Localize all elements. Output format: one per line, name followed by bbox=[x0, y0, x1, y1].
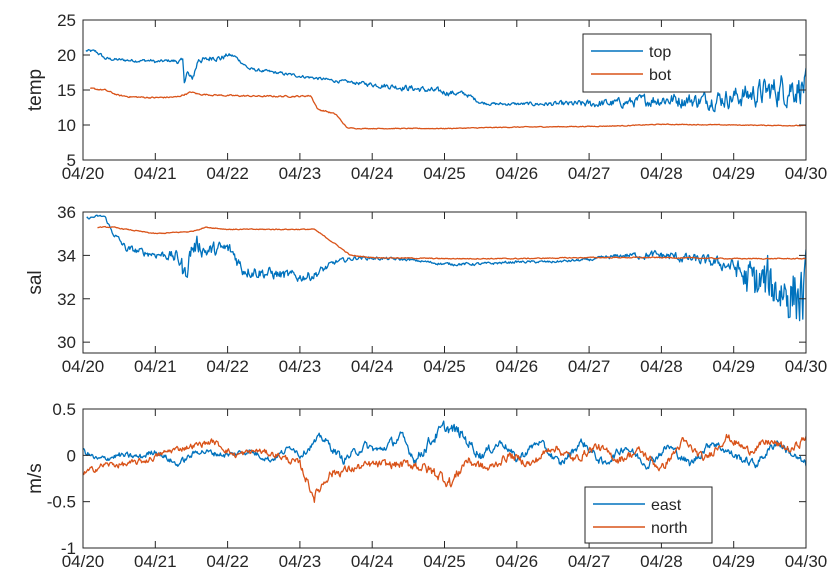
x-tick-label: 04/29 bbox=[712, 552, 755, 571]
y-tick-label: 30 bbox=[57, 333, 76, 352]
series-line-top bbox=[85, 48, 806, 113]
x-tick-label: 04/26 bbox=[496, 357, 539, 376]
legend: east north bbox=[584, 486, 713, 544]
legend-label-east: east bbox=[651, 497, 682, 514]
x-tick-label: 04/30 bbox=[785, 164, 828, 183]
y-tick-label: 0.5 bbox=[52, 400, 76, 419]
legend-label-bot: bot bbox=[649, 67, 672, 84]
x-tick-label: 04/22 bbox=[206, 357, 249, 376]
x-tick-label: 04/26 bbox=[496, 552, 539, 571]
series-line-north bbox=[83, 433, 806, 503]
x-tick-label: 04/27 bbox=[568, 552, 611, 571]
y-axis-label: m/s bbox=[25, 463, 46, 494]
legend-box bbox=[582, 33, 712, 93]
series-line-east bbox=[83, 420, 806, 470]
x-tick-label: 04/20 bbox=[62, 552, 105, 571]
x-tick-label: 04/24 bbox=[351, 164, 394, 183]
x-tick-label: 04/28 bbox=[640, 357, 683, 376]
x-tick-label: 04/30 bbox=[785, 552, 828, 571]
y-tick-label: 20 bbox=[57, 46, 76, 65]
x-tick-label: 04/22 bbox=[206, 552, 249, 571]
x-tick-label: 04/25 bbox=[423, 552, 466, 571]
legend-box bbox=[584, 486, 713, 544]
y-tick-label: -1 bbox=[61, 539, 76, 558]
x-tick-label: 04/28 bbox=[640, 552, 683, 571]
axes-frame bbox=[82, 211, 807, 354]
legend: top bot bbox=[582, 33, 712, 93]
x-tick-label: 04/21 bbox=[134, 552, 177, 571]
y-tick-label: 32 bbox=[57, 290, 76, 309]
x-tick-label: 04/20 bbox=[62, 164, 105, 183]
series-group bbox=[86, 214, 806, 322]
series-line-bot bbox=[97, 225, 806, 260]
x-tick-label: 04/23 bbox=[279, 164, 322, 183]
legend-label-north: north bbox=[651, 520, 687, 537]
x-tick-label: 04/23 bbox=[279, 552, 322, 571]
series-group bbox=[83, 420, 806, 503]
x-tick-label: 04/25 bbox=[423, 357, 466, 376]
y-tick-label: 5 bbox=[67, 151, 76, 170]
panel-m/s: 04/20 04/21 04/22 04/23 04/24 04/25 04/26 04/27… bbox=[25, 400, 827, 571]
x-tick-label: 04/28 bbox=[640, 164, 683, 183]
x-tick-label: 04/27 bbox=[568, 164, 611, 183]
x-tick-label: 04/24 bbox=[351, 357, 394, 376]
x-tick-label: 04/24 bbox=[351, 552, 394, 571]
panel-sal: 04/20 04/21 04/22 04/23 04/24 04/25 04/26 04/27… bbox=[25, 203, 827, 376]
panel-temp: 04/20 04/21 04/22 04/23 04/24 04/25 04/26 04/27… bbox=[25, 11, 827, 183]
x-tick-label: 04/25 bbox=[423, 164, 466, 183]
x-tick-label: 04/20 bbox=[62, 357, 105, 376]
series-line-top bbox=[86, 214, 806, 322]
y-tick-label: -0.5 bbox=[47, 493, 76, 512]
series-line-bot bbox=[90, 87, 806, 130]
y-tick-label: 25 bbox=[57, 11, 76, 30]
x-tick-label: 04/29 bbox=[712, 164, 755, 183]
series-group bbox=[85, 48, 806, 130]
x-tick-label: 04/21 bbox=[134, 357, 177, 376]
x-tick-label: 04/27 bbox=[568, 357, 611, 376]
x-tick-label: 04/29 bbox=[712, 357, 755, 376]
x-tick-label: 04/23 bbox=[279, 357, 322, 376]
y-axis-label: temp bbox=[25, 69, 46, 111]
y-tick-label: 36 bbox=[57, 203, 76, 222]
y-tick-label: 10 bbox=[57, 116, 76, 135]
x-tick-label: 04/22 bbox=[206, 164, 249, 183]
y-tick-label: 15 bbox=[57, 81, 76, 100]
x-tick-label: 04/30 bbox=[785, 357, 828, 376]
y-axis-label: sal bbox=[25, 270, 46, 294]
y-tick-label: 0 bbox=[67, 446, 76, 465]
x-tick-label: 04/21 bbox=[134, 164, 177, 183]
y-tick-label: 34 bbox=[57, 246, 76, 265]
legend-label-top: top bbox=[649, 44, 671, 61]
x-tick-label: 04/26 bbox=[496, 164, 539, 183]
